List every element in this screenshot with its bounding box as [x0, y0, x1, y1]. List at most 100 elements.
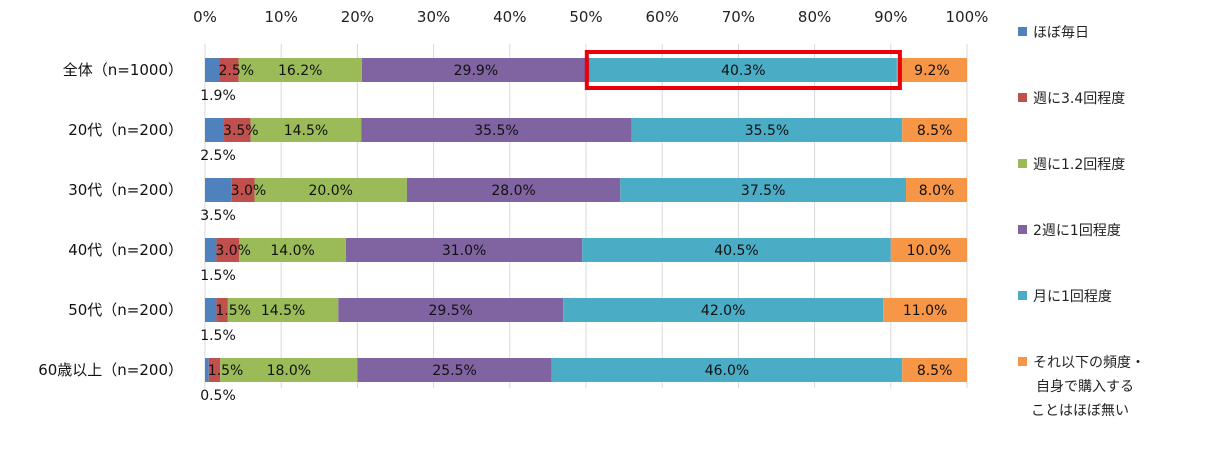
legend-label-line: 週に3.4回程度 [1033, 91, 1125, 107]
x-tick-label: 0% [193, 8, 217, 26]
bar-segment [896, 58, 967, 82]
data-label: 2.5% [218, 63, 254, 79]
legend-label: それ以下の頻度・自身で購入することはほぼ無い [1031, 355, 1145, 419]
bar-segment [357, 358, 552, 382]
bar-segment [902, 118, 967, 142]
data-label: 8.0% [919, 183, 955, 199]
data-label: 35.5% [745, 123, 789, 139]
gridlines [204, 44, 968, 388]
data-label: 3.5% [223, 123, 259, 139]
bar-segment [205, 358, 209, 382]
x-axis-tick-labels: 0% 10% 20% 30% 40% 50% 60% 70% 80% 90% 100% [193, 8, 988, 26]
bar-segment [216, 298, 228, 322]
category-labels: 全体（n=1000） 20代（n=200） 30代（n=200） 40代（n=200）… [38, 61, 183, 379]
data-label: 25.5% [432, 363, 476, 379]
legend-swatch [1018, 357, 1027, 366]
data-label: 40.3% [721, 63, 765, 79]
x-tick-label: 30% [417, 8, 450, 26]
bar-segment [902, 358, 967, 382]
category-label: 20代（n=200） [68, 121, 183, 139]
data-label: 1.5% [200, 268, 236, 284]
bar-segment [231, 178, 255, 202]
bar-segment [239, 238, 346, 262]
data-label: 2.5% [200, 148, 236, 164]
bar-segment [620, 178, 907, 202]
data-label: 1.9% [200, 88, 236, 104]
bar-segment [361, 58, 590, 82]
data-label: 29.5% [429, 303, 473, 319]
bar-segment [406, 178, 621, 202]
data-label: 20.0% [308, 183, 352, 199]
category-label: 30代（n=200） [68, 181, 183, 199]
legend-label-line: ほぼ毎日 [1033, 25, 1089, 41]
bar-segment [205, 118, 225, 142]
bar-segment [589, 58, 897, 82]
data-label: 40.5% [714, 243, 758, 259]
bar-segment [906, 178, 967, 202]
data-label: 16.2% [278, 63, 322, 79]
data-label: 14.5% [284, 123, 328, 139]
bar-segment [227, 298, 339, 322]
data-label: 14.5% [261, 303, 305, 319]
bar-segment [338, 298, 564, 322]
bar-segment [250, 118, 362, 142]
category-label: 50代（n=200） [68, 301, 183, 319]
legend-swatch [1018, 225, 1027, 234]
bar-segment [361, 118, 632, 142]
bar-segment [582, 238, 891, 262]
bar-segment [224, 118, 251, 142]
bar-segment [254, 178, 407, 202]
data-label: 18.0% [267, 363, 311, 379]
x-tick-label: 70% [722, 8, 755, 26]
category-label: 40代（n=200） [68, 241, 183, 259]
x-tick-label: 90% [874, 8, 907, 26]
bar-segment [205, 58, 220, 82]
highlight-box [584, 50, 902, 90]
highlight [584, 50, 902, 90]
bar-segment [205, 238, 217, 262]
legend-swatch [1018, 93, 1027, 102]
data-label: 29.9% [454, 63, 498, 79]
data-label: 14.0% [270, 243, 314, 259]
legend-label: 週に1.2回程度 [1033, 157, 1125, 173]
bar-segment [219, 58, 239, 82]
data-label: 1.5% [208, 363, 244, 379]
bar-segment [551, 358, 903, 382]
x-tick-label: 80% [798, 8, 831, 26]
data-label: 28.0% [491, 183, 535, 199]
legend-label: ほぼ毎日 [1033, 25, 1089, 41]
legend-label-line: 2週に1回程度 [1033, 223, 1121, 239]
legend-swatch [1018, 291, 1027, 300]
legend-label-line: 週に1.2回程度 [1033, 157, 1125, 173]
x-tick-label: 10% [265, 8, 298, 26]
legend-swatch [1018, 159, 1027, 168]
category-label: 全体（n=1000） [63, 61, 183, 79]
bar-segment [631, 118, 903, 142]
data-label: 9.2% [914, 63, 950, 79]
bar-segment [883, 298, 967, 322]
bar-segment [208, 358, 221, 382]
legend-label: 週に3.4回程度 [1033, 91, 1125, 107]
legend-label-line: 自身で購入する [1036, 379, 1134, 395]
bar-segment [216, 238, 240, 262]
data-label: 1.5% [200, 328, 236, 344]
bar-segment [220, 358, 358, 382]
bar-segment [205, 178, 232, 202]
x-tick-label: 20% [341, 8, 374, 26]
data-label: 1.5% [215, 303, 251, 319]
legend-label: 月に1回程度 [1033, 289, 1112, 305]
bar-segment [205, 298, 217, 322]
bar-segment [563, 298, 884, 322]
data-label: 10.0% [907, 243, 951, 259]
bar-segment [890, 238, 967, 262]
data-label: 35.5% [474, 123, 518, 139]
bars [205, 58, 967, 382]
legend-label: 2週に1回程度 [1033, 223, 1121, 239]
category-label: 60歳以上（n=200） [38, 361, 183, 379]
data-label: 11.0% [903, 303, 947, 319]
legend-label-line: それ以下の頻度・ [1033, 355, 1145, 371]
data-label: 3.0% [215, 243, 251, 259]
x-tick-label: 100% [946, 8, 989, 26]
